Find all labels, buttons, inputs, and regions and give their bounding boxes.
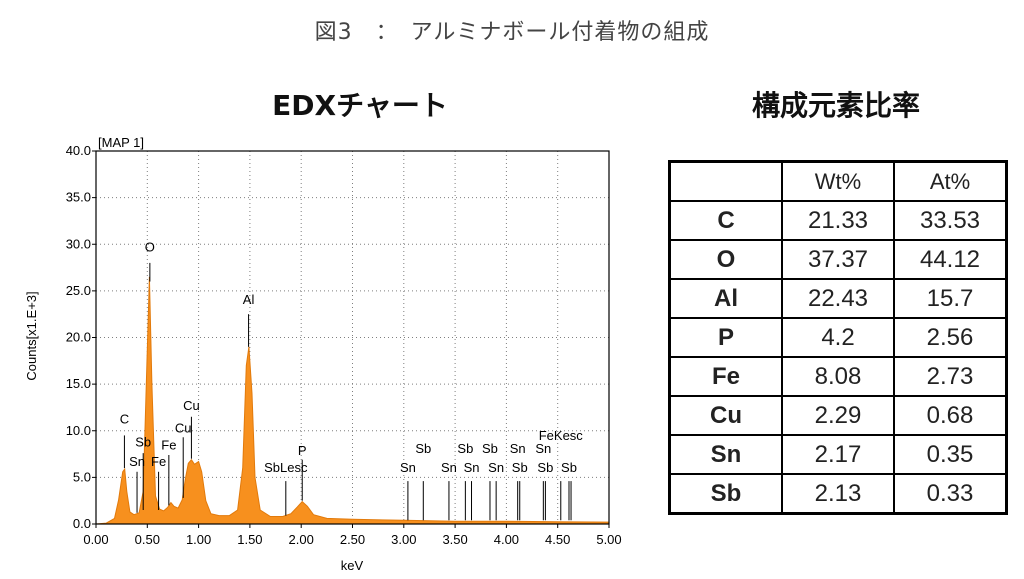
peak-label: O	[145, 240, 155, 255]
x-axis-ticks: 0.00 0.50 1.00 1.50 2.00 2.50 3.00 3.50 4.00 4.50…	[83, 524, 622, 547]
wt-cell: 8.08	[781, 356, 895, 397]
table-heading: 構成元素比率	[751, 89, 920, 122]
grid-lines	[96, 151, 609, 524]
table-row: Sb 2.13 0.33	[668, 473, 1008, 515]
table-row: P 4.2 2.56	[668, 317, 1008, 358]
element-cell: O	[668, 239, 783, 280]
peak-markers: COSbSnFeFeCuCuAlSbLescPSnSbSnSbSnSbSnSnS…	[120, 240, 584, 521]
x-tick-label: 1.00	[186, 532, 211, 547]
x-tick-label: 4.50	[545, 532, 570, 547]
wt-cell: 2.13	[781, 473, 895, 515]
y-tick-label: 10.0	[66, 423, 91, 438]
x-tick-label: 4.00	[494, 532, 519, 547]
composition-table: Wt% At% C 21.33 33.53 O 37.37 44.12 Al 2…	[668, 160, 1008, 515]
element-cell: Fe	[668, 356, 783, 397]
peak-label: FeKesc	[539, 428, 584, 443]
x-tick-label: 3.00	[391, 532, 416, 547]
header-element	[668, 160, 783, 202]
peak-label: Sb	[482, 441, 498, 456]
wt-cell: 4.2	[781, 317, 895, 358]
x-tick-label: 3.50	[442, 532, 467, 547]
peak-label: Sb	[457, 441, 473, 456]
peak-label: P	[298, 443, 307, 458]
peak-label: Sb	[415, 441, 431, 456]
element-cell: P	[668, 317, 783, 358]
x-tick-label: 0.50	[135, 532, 160, 547]
table-row: Fe 8.08 2.73	[668, 356, 1008, 397]
wt-cell: 37.37	[781, 239, 895, 280]
table-row: O 37.37 44.12	[668, 239, 1008, 280]
spectrum-series	[95, 276, 610, 525]
table-row: Cu 2.29 0.68	[668, 395, 1008, 436]
peak-label: Sb	[135, 435, 151, 450]
peak-label: Sn	[441, 460, 457, 475]
at-cell: 2.56	[893, 317, 1008, 358]
edx-chart: COSbSnFeFeCuCuAlSbLescPSnSbSnSbSnSbSnSnS…	[24, 135, 622, 573]
y-tick-label: 15.0	[66, 376, 91, 391]
element-cell: C	[668, 200, 783, 241]
chart-map-label: [MAP 1]	[98, 135, 144, 150]
y-tick-label: 40.0	[66, 143, 91, 158]
at-cell: 44.12	[893, 239, 1008, 280]
peak-label: Sn	[510, 441, 526, 456]
at-cell: 0.33	[893, 473, 1008, 515]
chart-heading: EDXチャート	[272, 89, 448, 122]
y-tick-label: 25.0	[66, 283, 91, 298]
peak-label: Sn	[464, 460, 480, 475]
peak-label: Sb	[537, 460, 553, 475]
peak-label: SbLesc	[264, 460, 308, 475]
peak-label: Sn	[129, 454, 145, 469]
y-tick-label: 20.0	[66, 330, 91, 345]
table-row: Al 22.43 15.7	[668, 278, 1008, 319]
y-tick-label: 35.0	[66, 190, 91, 205]
peak-label: Cu	[175, 421, 192, 436]
peak-label: Al	[243, 292, 255, 307]
x-tick-label: 5.00	[596, 532, 621, 547]
x-tick-label: 1.50	[237, 532, 262, 547]
x-tick-label: 0.00	[83, 532, 108, 547]
table-row: Sn 2.17 0.35	[668, 434, 1008, 475]
wt-cell: 22.43	[781, 278, 895, 319]
at-cell: 2.73	[893, 356, 1008, 397]
y-tick-label: 30.0	[66, 236, 91, 251]
at-cell: 33.53	[893, 200, 1008, 241]
wt-cell: 21.33	[781, 200, 895, 241]
x-tick-label: 2.50	[340, 532, 365, 547]
peak-label: C	[120, 411, 129, 426]
wt-cell: 2.17	[781, 434, 895, 475]
peak-label: Sb	[561, 460, 577, 475]
page-title: 図3 ： アルミナボール付着物の組成	[314, 20, 710, 45]
peak-label: Fe	[151, 454, 166, 469]
peak-label: Sb	[512, 460, 528, 475]
peak-label: Fe	[161, 437, 176, 452]
at-cell: 0.35	[893, 434, 1008, 475]
element-cell: Al	[668, 278, 783, 319]
y-axis-label: Counts[x1.E+3]	[24, 291, 39, 380]
wt-cell: 2.29	[781, 395, 895, 436]
y-tick-label: 5.0	[73, 469, 91, 484]
y-tick-label: 0.0	[73, 516, 91, 531]
peak-label: Sn	[400, 460, 416, 475]
at-cell: 0.68	[893, 395, 1008, 436]
peak-label: Sn	[535, 441, 551, 456]
x-tick-label: 2.00	[289, 532, 314, 547]
element-cell: Cu	[668, 395, 783, 436]
header-at: At%	[893, 160, 1008, 202]
element-cell: Sn	[668, 434, 783, 475]
peak-label: Sn	[488, 460, 504, 475]
header-wt: Wt%	[781, 160, 895, 202]
spectrum-area	[95, 276, 610, 525]
x-axis-label: keV	[341, 558, 364, 573]
element-cell: Sb	[668, 473, 783, 515]
y-axis-ticks: 0.0 5.0 10.0 15.0 20.0 25.0 30.0 35.0 40.0	[66, 143, 96, 531]
peak-label: Cu	[183, 398, 200, 413]
at-cell: 15.7	[893, 278, 1008, 319]
table-header-row: Wt% At%	[668, 160, 1008, 202]
table-row: C 21.33 33.53	[668, 200, 1008, 241]
